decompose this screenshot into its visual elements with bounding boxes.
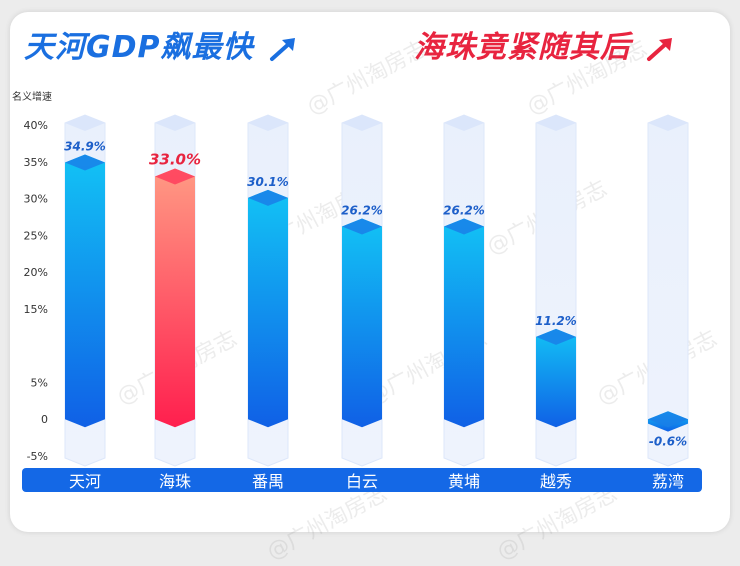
category-label: 黄埔 [448,472,480,491]
value-label: 30.1% [247,175,289,189]
y-tick-label: 15% [24,303,48,316]
bar-cap [248,189,288,206]
y-tick-label: 35% [24,156,48,169]
value-label: -0.6% [649,435,687,449]
category-bar [22,468,702,492]
y-tick-label: 5% [31,376,48,389]
bar-cap [65,154,105,171]
category-label: 番禺 [252,472,284,491]
y-axis-title: 名义增速 [12,92,52,103]
bar-cap [444,218,484,235]
bar-cap [342,218,382,235]
bar [155,168,195,428]
bar-track-cap [342,115,382,131]
bar [248,189,288,428]
title-left-text: 天河GDP飙最快 [24,30,254,65]
bar-cap [155,168,195,185]
y-tick-label: 0 [41,413,48,426]
trend-up-arrow-icon [269,37,295,61]
bar-track-cap [155,115,195,131]
bar [536,328,576,428]
category-label: 越秀 [540,472,572,491]
value-label: 33.0% [149,150,201,168]
trend-up-arrow-icon [647,37,673,61]
value-label: 26.2% [443,204,485,218]
category-label: 海珠 [159,472,191,491]
category-label: 天河 [69,472,101,491]
y-tick-label: 30% [24,193,48,206]
bar [444,218,484,428]
bar-track-cap [65,115,105,131]
category-label: 白云 [346,472,378,491]
chart-title-right: 海珠竟紧随其后 [414,22,676,66]
bar [65,154,105,428]
bar-track-cap [248,115,288,131]
title-right-text: 海珠竟紧随其后 [414,30,631,65]
bar-track-cap [536,115,576,131]
bar-track-cap [444,115,484,131]
gdp-growth-chart: -5% 0 5% 15% 20% 25% 30% 35% 40% 34.9% 33.0% 30.1%… [24,114,689,491]
bar-cap [648,411,688,428]
category-label: 荔湾 [652,472,684,491]
y-tick-label: 40% [24,119,48,132]
y-tick-label: -5% [27,450,48,463]
y-tick-label: 25% [24,229,48,242]
value-label: 11.2% [535,314,577,328]
value-label: 26.2% [341,204,383,218]
chart-title-left: 天河GDP飙最快 [24,22,299,66]
bar [342,218,382,428]
value-label: 34.9% [64,140,106,154]
y-tick-label: 20% [24,266,48,279]
bar-track-cap [648,115,688,131]
bar-cap [536,328,576,345]
